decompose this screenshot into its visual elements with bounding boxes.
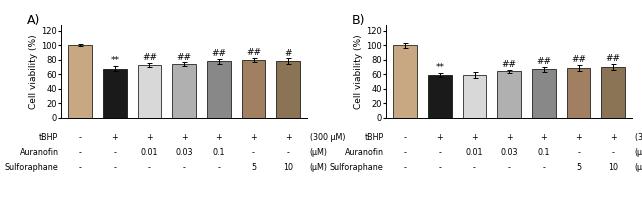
Text: +: + — [437, 133, 443, 142]
Text: ##: ## — [142, 53, 157, 62]
Text: -: - — [78, 148, 82, 157]
Text: (μM): (μM) — [309, 163, 327, 172]
Text: -: - — [78, 133, 82, 142]
Bar — [207, 61, 230, 118]
Bar — [532, 69, 556, 118]
Text: -: - — [252, 148, 255, 157]
Text: -: - — [404, 148, 406, 157]
Text: +: + — [146, 133, 153, 142]
Text: -: - — [287, 148, 290, 157]
Text: 5: 5 — [576, 163, 581, 172]
Text: 10: 10 — [283, 163, 293, 172]
Text: +: + — [506, 133, 512, 142]
Bar — [172, 64, 196, 118]
Text: ##: ## — [606, 54, 621, 63]
Text: (300 μM): (300 μM) — [309, 133, 345, 142]
Text: -: - — [612, 148, 615, 157]
Text: -: - — [577, 148, 580, 157]
Text: (μM): (μM) — [635, 148, 642, 157]
Text: 0.01: 0.01 — [141, 148, 158, 157]
Text: Auranofin: Auranofin — [19, 148, 58, 157]
Text: -: - — [183, 163, 186, 172]
Text: (μM): (μM) — [635, 163, 642, 172]
Text: +: + — [575, 133, 582, 142]
Text: A): A) — [26, 14, 40, 27]
Text: -: - — [473, 163, 476, 172]
Text: #: # — [284, 49, 292, 58]
Text: +: + — [112, 133, 118, 142]
Text: -: - — [148, 163, 151, 172]
Text: -: - — [542, 163, 545, 172]
Y-axis label: Cell viability (%): Cell viability (%) — [354, 34, 363, 109]
Text: Auranofin: Auranofin — [345, 148, 384, 157]
Bar — [428, 75, 451, 118]
Text: +: + — [250, 133, 257, 142]
Bar — [394, 45, 417, 118]
Text: -: - — [218, 163, 220, 172]
Text: +: + — [181, 133, 187, 142]
Text: -: - — [78, 163, 82, 172]
Text: ##: ## — [502, 60, 517, 69]
Text: ##: ## — [211, 49, 227, 58]
Text: B): B) — [352, 14, 365, 27]
Text: Sulforaphane: Sulforaphane — [4, 163, 58, 172]
Text: -: - — [114, 163, 116, 172]
Text: 0.03: 0.03 — [501, 148, 518, 157]
Text: 0.03: 0.03 — [175, 148, 193, 157]
Text: ##: ## — [571, 55, 586, 64]
Bar — [498, 71, 521, 118]
Text: (μM): (μM) — [309, 148, 327, 157]
Text: -: - — [438, 163, 441, 172]
Text: 0.01: 0.01 — [466, 148, 483, 157]
Text: +: + — [285, 133, 291, 142]
Text: -: - — [114, 148, 116, 157]
Text: (300 μM): (300 μM) — [635, 133, 642, 142]
Text: tBHP: tBHP — [39, 133, 58, 142]
Bar — [602, 67, 625, 118]
Text: 5: 5 — [251, 163, 256, 172]
Text: +: + — [610, 133, 616, 142]
Text: tBHP: tBHP — [365, 133, 384, 142]
Bar — [103, 68, 126, 118]
Bar — [463, 75, 487, 118]
Text: 10: 10 — [608, 163, 618, 172]
Text: +: + — [541, 133, 547, 142]
Bar — [242, 60, 265, 118]
Text: ##: ## — [177, 52, 191, 62]
Bar — [137, 65, 161, 118]
Text: +: + — [216, 133, 222, 142]
Text: -: - — [404, 133, 406, 142]
Text: ##: ## — [537, 57, 551, 66]
Bar — [567, 68, 591, 118]
Bar — [68, 45, 92, 118]
Text: -: - — [404, 163, 406, 172]
Text: -: - — [508, 163, 510, 172]
Text: Sulforaphane: Sulforaphane — [330, 163, 384, 172]
Text: ##: ## — [246, 48, 261, 57]
Text: **: ** — [435, 63, 444, 72]
Y-axis label: Cell viability (%): Cell viability (%) — [30, 34, 39, 109]
Text: -: - — [438, 148, 441, 157]
Text: +: + — [471, 133, 478, 142]
Text: 0.1: 0.1 — [213, 148, 225, 157]
Bar — [277, 61, 300, 118]
Text: **: ** — [110, 56, 119, 65]
Text: 0.1: 0.1 — [537, 148, 550, 157]
